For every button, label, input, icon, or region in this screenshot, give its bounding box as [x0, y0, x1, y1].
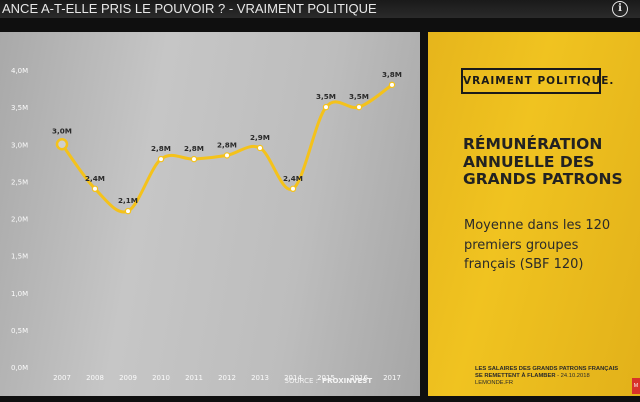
y-tick-label: 1,5M — [11, 253, 28, 261]
data-label: 2,8M — [217, 140, 237, 149]
x-tick-label: 2009 — [119, 374, 137, 382]
data-point — [355, 103, 363, 111]
panel-subtitle: Moyenne dans les 120 premiers groupes fr… — [464, 218, 611, 272]
y-axis: 0,0M 0,5M 1,0M 1,5M 2,0M 2,5M 3,0M 3,5M 4,0M — [11, 67, 28, 372]
data-label: 3,0M — [52, 126, 72, 135]
salary-line-chart: 0,0M 0,5M 1,0M 1,5M 2,0M 2,5M 3,0M 3,5M 4,0M 200… — [11, 67, 402, 385]
x-tick-label: 2015 — [317, 374, 335, 382]
slide: 0,0M 0,5M 1,0M 1,5M 2,0M 2,5M 3,0M 3,5M 4,0M 200… — [0, 18, 640, 402]
data-label: 2,4M — [283, 174, 303, 183]
chart-panel: 0,0M 0,5M 1,0M 1,5M 2,0M 2,5M 3,0M 3,5M 4,0M 200… — [0, 32, 420, 396]
data-label: 3,5M — [316, 92, 336, 101]
x-axis: 2007 2008 2009 2010 2011 2012 2013 2014 2015 2016… — [53, 374, 401, 382]
data-label: 3,8M — [382, 70, 402, 79]
data-label: 2,8M — [184, 144, 204, 153]
y-tick-label: 1,0M — [11, 290, 28, 298]
data-point — [223, 152, 231, 159]
data-point — [124, 207, 132, 215]
article-headline-2: SE REMETTENT À FLAMBER — [475, 373, 556, 379]
x-tick-label: 2007 — [53, 374, 71, 382]
source-label: SOURCE : — [285, 377, 319, 385]
y-tick-label: 2,5M — [11, 178, 28, 186]
video-title-bar: ANCE A-T-ELLE PRIS LE POUVOIR ? - VRAIME… — [0, 0, 640, 18]
x-tick-label: 2016 — [350, 374, 368, 382]
y-tick-label: 2,0M — [11, 216, 28, 224]
data-points — [55, 81, 396, 215]
x-tick-label: 2012 — [218, 374, 236, 382]
info-panel: VRAIMENT POLITIQUE. RÉMUNÉRATION ANNUELL… — [428, 32, 640, 396]
y-tick-label: 0,0M — [11, 364, 28, 372]
data-point — [55, 138, 69, 151]
y-tick-label: 3,0M — [11, 141, 28, 149]
data-point — [91, 185, 99, 192]
video-title[interactable]: ANCE A-T-ELLE PRIS LE POUVOIR ? - VRAIME… — [2, 1, 377, 16]
data-label: 2,9M — [250, 133, 270, 142]
article-headline-1: LES SALAIRES DES GRANDS PATRONS FRANÇAIS — [475, 366, 619, 372]
x-tick-label: 2010 — [152, 374, 170, 382]
data-label: 2,8M — [151, 144, 171, 153]
article-source: LES SALAIRES DES GRANDS PATRONS FRANÇAIS… — [475, 366, 635, 387]
y-tick-label: 0,5M — [11, 327, 28, 335]
data-label: 2,1M — [118, 196, 138, 205]
y-tick-label: 4,0M — [11, 67, 28, 75]
article-date: - 24.10.2018 — [557, 373, 590, 379]
y-tick-label: 3,5M — [11, 104, 28, 112]
data-label: 2,4M — [85, 174, 105, 183]
data-point — [388, 81, 396, 89]
source-value: PROXINVEST — [322, 377, 372, 385]
info-icon[interactable]: i — [612, 1, 628, 17]
vraiment-politique-logo: VRAIMENT POLITIQUE. — [461, 68, 613, 94]
data-label: 3,5M — [349, 92, 369, 101]
article-site: LEMONDE.FR — [475, 380, 514, 386]
x-tick-label: 2008 — [86, 374, 104, 382]
data-point — [190, 155, 198, 163]
data-point — [157, 155, 165, 163]
data-point — [322, 103, 330, 111]
x-tick-label: 2013 — [251, 374, 269, 382]
x-tick-label: 2014 — [284, 374, 302, 382]
data-labels: 3,0M 2,4M 2,1M 2,8M 2,8M 2,8M 2,9M 2,4M 3,5M 3,5M… — [52, 70, 402, 205]
le-monde-badge: M — [632, 378, 640, 394]
x-tick-label: 2017 — [383, 374, 401, 382]
data-point — [289, 185, 297, 192]
data-point — [256, 144, 264, 152]
x-tick-label: 2011 — [185, 374, 203, 382]
panel-title: RÉMUNÉRATION ANNUELLE DES GRANDS PATRONS — [463, 135, 623, 188]
